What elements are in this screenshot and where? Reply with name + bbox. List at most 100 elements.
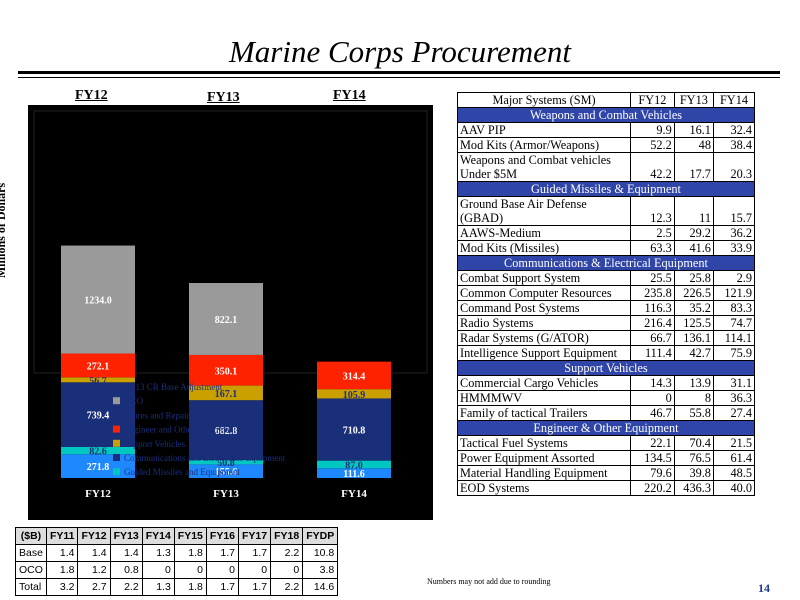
systems-table-row: AAWS-Medium 2.5 29.2 36.2 xyxy=(456,225,756,241)
system-value: 13.9 xyxy=(673,375,714,391)
system-name: AAWS-Medium xyxy=(456,225,632,241)
system-value: 31.1 xyxy=(712,375,756,391)
bar-segment xyxy=(189,459,263,465)
system-value: 76.5 xyxy=(673,450,714,466)
bar-segment xyxy=(61,245,135,354)
legend-swatch xyxy=(113,425,120,433)
fy-value-cell: 3.2 xyxy=(45,578,79,596)
x-tick-label: FY14 xyxy=(341,488,367,500)
system-value: 52.2 xyxy=(630,137,675,153)
bar-segment xyxy=(61,446,135,455)
bar-value-label: 822.1 xyxy=(215,315,238,326)
systems-header-cell: FY12 xyxy=(630,92,675,108)
fy-value-cell: 1.7 xyxy=(238,578,272,596)
system-name: AAV PIP xyxy=(456,122,632,138)
system-value: 42.2 xyxy=(630,152,675,182)
chart-y-axis-label: Millions of Dollars xyxy=(0,182,9,279)
fy-header-cell: ($B) xyxy=(15,527,47,545)
system-value: 22.1 xyxy=(630,435,675,451)
legend-label: FY13 CR Base Adjustment xyxy=(124,382,223,392)
fy-value-cell: 10.8 xyxy=(302,544,339,562)
x-tick-label: FY13 xyxy=(213,488,239,500)
system-value: 136.1 xyxy=(673,330,714,346)
legend-label: Communications and Electronics Equipment xyxy=(124,453,286,463)
systems-section-label: Support Vehicles xyxy=(457,360,755,376)
bar-segment xyxy=(189,400,263,460)
system-value: 2.5 xyxy=(630,225,675,241)
fy-value-cell: 1.2 xyxy=(77,561,111,579)
systems-table-row: Command Post Systems 116.3 35.2 83.3 xyxy=(456,300,756,316)
bar-segment xyxy=(61,382,135,447)
system-name: Radar Systems (G/ATOR) xyxy=(456,330,632,346)
fy-value-cell: 3.8 xyxy=(302,561,339,579)
page-title: Marine Corps Procurement xyxy=(228,34,572,69)
fy-value-cell: 2.7 xyxy=(77,578,111,596)
systems-section-row: Engineer & Other Equipment xyxy=(457,420,755,436)
stacked-bar-chart: 271.8 82.6 739.4 56.7 272.1 1234.0 FY12 155.650… xyxy=(33,110,428,500)
systems-section-label: Communications & Electrical Equipment xyxy=(457,255,755,271)
fy13-header: FY13 xyxy=(207,90,240,105)
system-value: 79.6 xyxy=(630,465,675,481)
bar-segment xyxy=(189,464,263,478)
bar-value-label: 710.8 xyxy=(343,426,366,437)
system-value: 11 xyxy=(673,196,714,226)
systems-section-row: Support Vehicles xyxy=(457,360,755,376)
system-value: 436.3 xyxy=(673,480,714,496)
systems-section-row: Weapons and Combat Vehicles xyxy=(457,107,755,123)
legend-swatch xyxy=(113,454,120,461)
fy-row-label: Base xyxy=(15,544,47,562)
system-value: 36.2 xyxy=(712,225,756,241)
fy-value-cell: 1.8 xyxy=(45,561,79,579)
system-value: 15.7 xyxy=(712,196,756,226)
fy-header-cell: FY16 xyxy=(205,527,240,545)
system-value: 55.8 xyxy=(673,405,714,421)
system-name: Weapons and Combat vehicles Under $5M xyxy=(456,152,632,182)
system-value: 83.3 xyxy=(712,300,756,316)
fy-header-cell: FY14 xyxy=(141,527,175,545)
legend-label: Engineer and Other Equipment xyxy=(124,425,237,435)
legend-swatch xyxy=(113,439,120,447)
bar-segment xyxy=(317,389,391,399)
fy-value-cell: 1.7 xyxy=(205,544,240,562)
chart-area: 271.8 82.6 739.4 56.7 272.1 1234.0 FY12 155.6 50… xyxy=(28,105,433,520)
system-value: 46.7 xyxy=(630,405,675,421)
system-value: 2.9 xyxy=(712,270,756,286)
system-value: 42.7 xyxy=(673,345,714,361)
system-value: 134.5 xyxy=(630,450,675,466)
system-name: Mod Kits (Missiles) xyxy=(456,240,632,256)
system-value: 216.4 xyxy=(630,315,675,331)
fy-value-cell: 1.7 xyxy=(205,578,240,596)
systems-table-row: Power Equipment Assorted 134.5 76.5 61.4 xyxy=(456,450,756,466)
system-value: 70.4 xyxy=(673,435,714,451)
legend-label: Guided Missiles and Equipment xyxy=(124,467,240,477)
system-name: Tactical Fuel Systems xyxy=(456,435,632,451)
title-rule-thin xyxy=(18,77,780,78)
fy-value-cell: 1.4 xyxy=(77,544,111,562)
bar-value-label: 111.6 xyxy=(343,469,364,480)
system-value: 16.1 xyxy=(673,122,714,138)
fy-value-cell: 1.8 xyxy=(173,544,207,562)
legend-label: Support Vehicles xyxy=(124,439,186,449)
system-value: 38.4 xyxy=(712,137,756,153)
system-name: EOD Systems xyxy=(456,480,632,496)
systems-header-cell: FY13 xyxy=(673,92,714,108)
fy-header-cell: FY12 xyxy=(77,527,111,545)
system-value: 0 xyxy=(630,390,675,406)
systems-section-label: Weapons and Combat Vehicles xyxy=(457,107,755,123)
system-value: 111.4 xyxy=(630,345,675,361)
bar-value-label: 155.6 xyxy=(215,467,238,478)
systems-table-row: Intelligence Support Equipment 111.4 42.7 7… xyxy=(456,345,756,361)
system-value: 114.1 xyxy=(712,330,756,346)
fy-value-cell: 2.2 xyxy=(270,578,304,596)
fy-value-cell: 0 xyxy=(238,561,272,579)
bar-value-label: 105.9 xyxy=(343,390,366,401)
fy-value-cell: 1.7 xyxy=(238,544,272,562)
fy-header-cell: FY13 xyxy=(109,527,143,545)
bar-value-label: 82.6 xyxy=(89,447,107,458)
legend-swatch xyxy=(113,397,120,405)
bar-value-label: 314.4 xyxy=(343,371,366,382)
system-value: 66.7 xyxy=(630,330,675,346)
system-name: Common Computer Resources xyxy=(456,285,632,301)
system-name: HMMMWV xyxy=(456,390,632,406)
bar-value-label: 87.0 xyxy=(345,460,363,471)
